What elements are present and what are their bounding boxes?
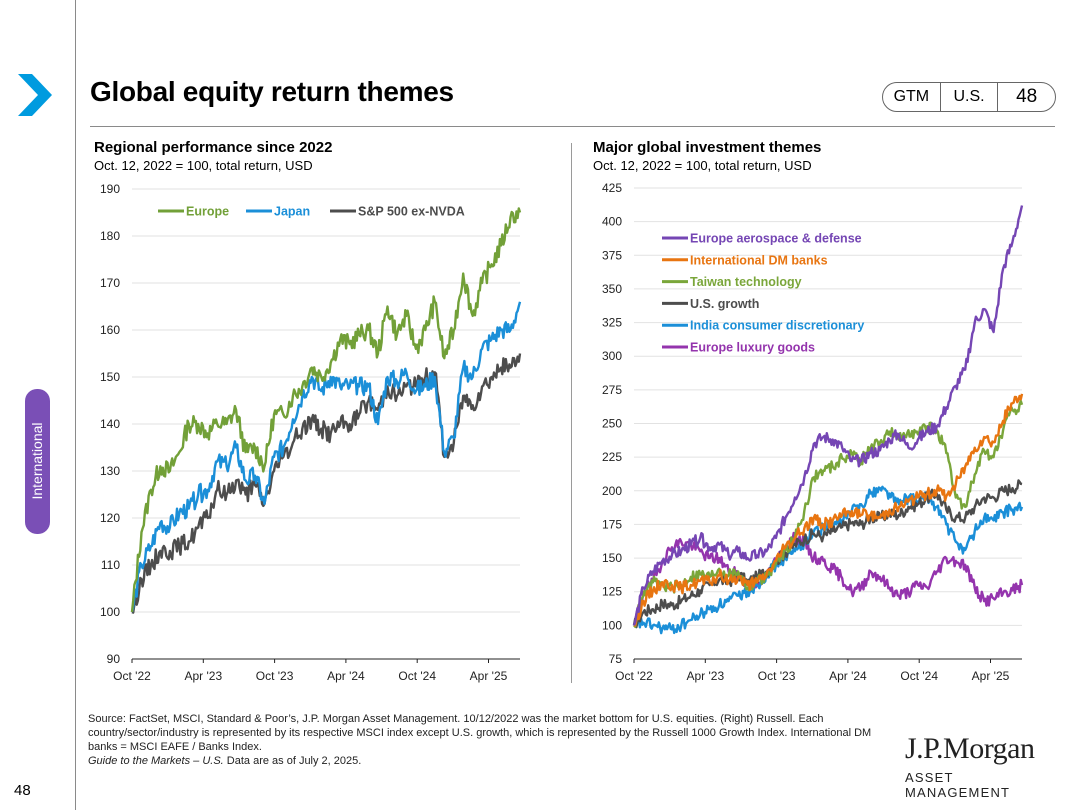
x-tick-label: Oct '22 [615, 669, 653, 683]
x-tick-label: Apr '23 [184, 669, 222, 683]
guide-title: Guide to the Markets – U.S. [88, 755, 224, 767]
chevron-right-icon [18, 74, 52, 116]
y-tick-label: 150 [100, 370, 120, 384]
y-tick-label: 175 [602, 517, 622, 531]
series-line-international-dm-banks [634, 393, 1024, 627]
source-note: Source: FactSet, MSCI, Standard & Poor’s… [88, 712, 878, 768]
series-line-europe-luxury-goods [632, 531, 1024, 626]
series-line-europe [130, 207, 522, 613]
x-tick-label: Oct '24 [900, 669, 938, 683]
y-tick-label: 150 [602, 551, 622, 565]
y-tick-label: 130 [100, 464, 120, 478]
left-chart-title: Regional performance since 2022 [94, 139, 333, 156]
legend-label-europe: Europe [186, 205, 229, 219]
y-tick-label: 350 [602, 282, 622, 296]
legend-label-taiwan-technology: Taiwan technology [690, 275, 802, 289]
page-number: 48 [14, 782, 31, 799]
x-tick-label: Oct '23 [758, 669, 796, 683]
gtm-badge: GTM U.S. 48 [882, 82, 1056, 112]
series-line-u-s-growth [632, 479, 1023, 629]
x-tick-label: Oct '23 [256, 669, 294, 683]
y-tick-label: 225 [602, 450, 622, 464]
y-tick-label: 120 [100, 511, 120, 525]
y-tick-label: 90 [107, 652, 121, 666]
y-tick-label: 325 [602, 316, 622, 330]
y-tick-label: 100 [100, 605, 120, 619]
jpmorgan-logo: J.P.Morgan ASSET MANAGEMENT [905, 732, 1060, 800]
y-tick-label: 300 [602, 349, 622, 363]
series-line-taiwan-technology [633, 399, 1024, 628]
series-line-japan [130, 301, 522, 613]
source-text: Source: FactSet, MSCI, Standard & Poor’s… [88, 713, 872, 753]
x-tick-label: Apr '25 [470, 669, 508, 683]
y-tick-label: 110 [101, 558, 120, 572]
y-tick-label: 200 [602, 484, 622, 498]
y-tick-label: 100 [602, 618, 622, 632]
asof-text: Data are as of July 2, 2025. [223, 755, 362, 767]
legend-label-s-p-500-ex-nvda: S&P 500 ex-NVDA [358, 205, 465, 219]
logo-sub: ASSET MANAGEMENT [905, 770, 1011, 800]
y-tick-label: 140 [100, 417, 120, 431]
left-chart-subtitle: Oct. 12, 2022 = 100, total return, USD [94, 158, 313, 173]
legend-label-europe-aerospace-defense: Europe aerospace & defense [690, 232, 862, 246]
y-tick-label: 170 [100, 276, 120, 290]
page-title: Global equity return themes [90, 76, 454, 107]
y-tick-label: 375 [602, 248, 622, 262]
x-tick-label: Apr '24 [829, 669, 867, 683]
series-line-europe-aerospace-defense [632, 205, 1024, 626]
legend-label-u-s-growth: U.S. growth [690, 297, 759, 311]
y-tick-label: 180 [100, 229, 120, 243]
y-tick-label: 75 [609, 652, 623, 666]
logo-name: J.P.Morgan [905, 732, 1035, 765]
right-chart-title: Major global investment themes [593, 139, 822, 156]
legend-label-japan: Japan [274, 205, 310, 219]
y-tick-label: 160 [100, 323, 120, 337]
legend-label-international-dm-banks: International DM banks [690, 253, 828, 267]
x-tick-label: Apr '25 [972, 669, 1010, 683]
x-tick-label: Oct '24 [398, 669, 436, 683]
section-tab[interactable]: International [25, 389, 50, 534]
right-chart-subtitle: Oct. 12, 2022 = 100, total return, USD [593, 158, 812, 173]
badge-region: U.S. [939, 83, 998, 111]
title-rule [90, 126, 1055, 127]
badge-gtm: GTM [893, 88, 930, 105]
x-tick-label: Apr '24 [327, 669, 365, 683]
badge-page: 48 [997, 83, 1055, 111]
y-tick-label: 425 [602, 181, 622, 195]
y-tick-label: 275 [602, 383, 622, 397]
sidebar-divider [75, 0, 76, 810]
y-tick-label: 190 [100, 182, 120, 196]
legend-label-europe-luxury-goods: Europe luxury goods [690, 341, 815, 355]
x-tick-label: Apr '23 [686, 669, 724, 683]
y-tick-label: 125 [602, 585, 622, 599]
y-tick-label: 400 [602, 215, 622, 229]
chart-divider [571, 143, 572, 683]
legend-label-india-consumer-discretionary: India consumer discretionary [690, 319, 864, 333]
y-tick-label: 250 [602, 417, 622, 431]
x-tick-label: Oct '22 [113, 669, 151, 683]
